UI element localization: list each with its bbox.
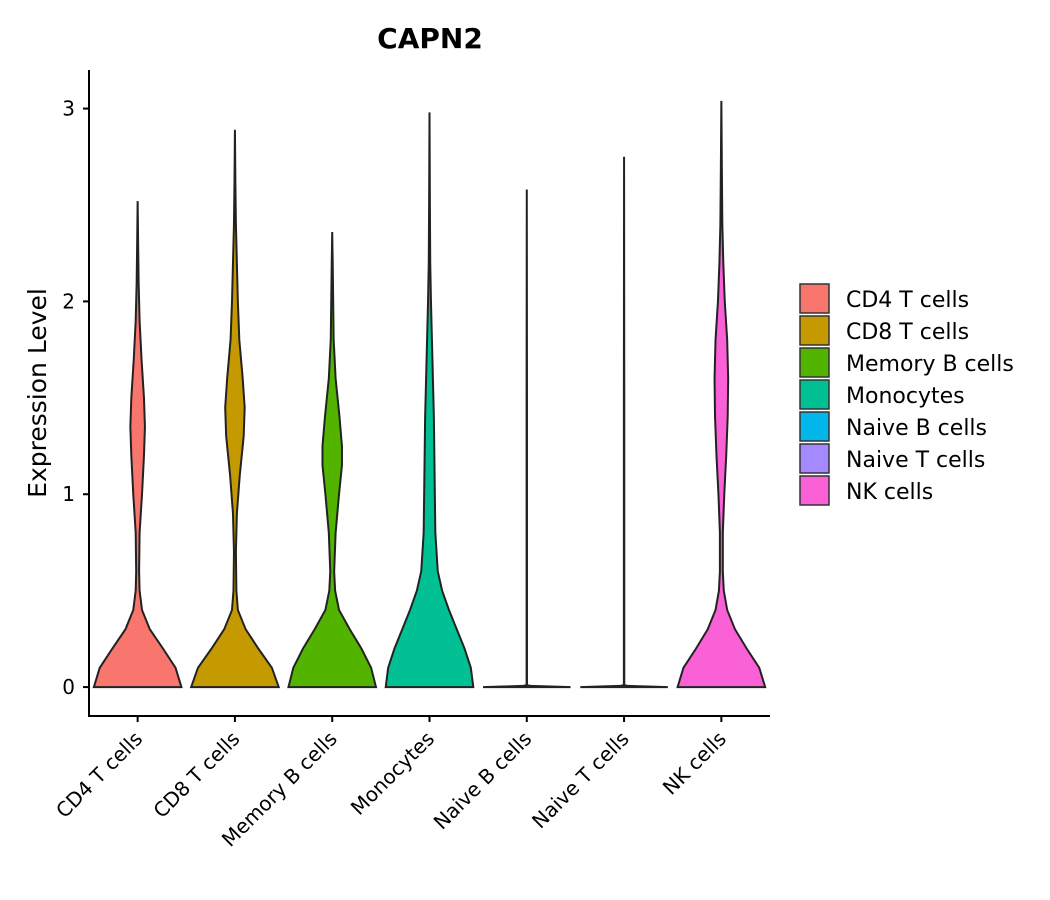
violin-naive-b-cells <box>482 189 571 689</box>
y-tick-label: 0 <box>62 675 75 699</box>
legend-label: Memory B cells <box>846 352 1014 377</box>
legend-swatch <box>799 443 830 474</box>
violin-memory-b-cells <box>287 231 378 689</box>
x-tick-label: CD8 T cells <box>148 727 244 823</box>
y-tick-label: 1 <box>62 482 75 506</box>
legend-swatch <box>799 315 830 346</box>
y-tick-label: 2 <box>62 289 75 313</box>
legend-label: Monocytes <box>846 384 965 409</box>
violin-naive-t-cells <box>580 156 668 689</box>
violin-cd4-t-cells <box>92 201 183 689</box>
legend: CD4 T cells CD8 T cells Memory B cells Mono… <box>799 283 1014 506</box>
violin-nk-cells <box>676 100 767 689</box>
x-tick-label: Naive T cells <box>527 727 634 834</box>
plot-area <box>92 100 767 689</box>
legend-swatch <box>799 347 830 378</box>
legend-label: CD4 T cells <box>846 288 969 313</box>
x-tick-label: Monocytes <box>346 727 439 820</box>
x-tick-label: CD4 T cells <box>51 727 147 823</box>
x-tick-label: NK cells <box>658 727 731 800</box>
legend-swatch <box>799 411 830 442</box>
violin-monocytes <box>384 112 475 689</box>
y-tick-label: 3 <box>62 97 75 121</box>
x-tick-label: Naive B cells <box>429 727 537 835</box>
legend-label: CD8 T cells <box>846 320 969 345</box>
legend-swatch <box>799 379 830 410</box>
y-axis-title: Expression Level <box>23 288 52 498</box>
legend-label: Naive T cells <box>846 448 985 473</box>
y-axis-ticks: 0 1 2 3 <box>62 97 89 699</box>
violin-cd8-t-cells <box>189 129 281 689</box>
legend-label: Naive B cells <box>846 416 987 441</box>
legend-label: NK cells <box>846 480 933 505</box>
legend-swatch <box>799 475 830 506</box>
legend-swatch <box>799 283 830 314</box>
chart-title: CAPN2 <box>377 22 483 55</box>
